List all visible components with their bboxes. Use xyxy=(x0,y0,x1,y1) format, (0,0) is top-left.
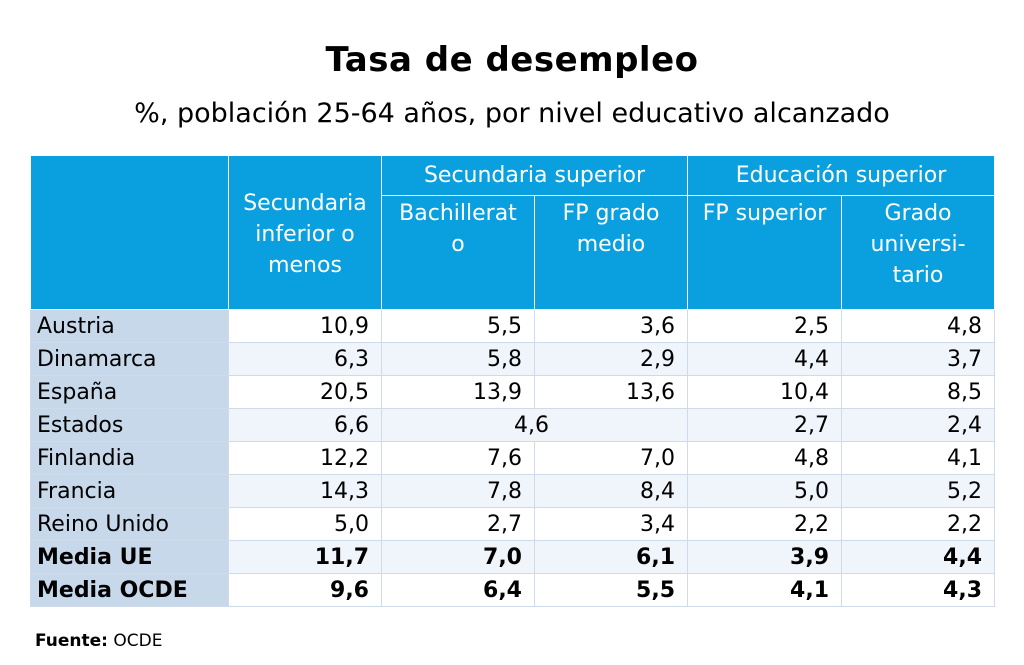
table-cell: 11,7 xyxy=(228,540,382,574)
table-cell: 6,6 xyxy=(228,408,382,442)
table-cell: 3,6 xyxy=(533,309,689,343)
table-row: Austria 10,9 5,5 3,6 2,5 4,8 xyxy=(30,309,996,343)
row-label: Reino Unido xyxy=(30,507,229,541)
table-cell: 3,9 xyxy=(687,540,843,574)
header-line: tario xyxy=(892,263,944,288)
table-cell: 2,2 xyxy=(687,507,843,541)
table-cell: 2,5 xyxy=(687,309,843,343)
table-cell: 5,5 xyxy=(533,573,689,607)
table-cell: 2,4 xyxy=(841,408,996,442)
table-row: España 20,5 13,9 13,6 10,4 8,5 xyxy=(30,375,996,409)
table-row: Dinamarca 6,3 5,8 2,9 4,4 3,7 xyxy=(30,342,996,376)
source-value: OCDE xyxy=(113,631,163,651)
table-row: Finlandia 12,2 7,6 7,0 4,8 4,1 xyxy=(30,441,996,475)
table-cell: 10,4 xyxy=(687,375,843,409)
table-cell: 5,0 xyxy=(687,474,843,508)
table-cell: 4,4 xyxy=(841,540,996,574)
table-row: Reino Unido 5,0 2,7 3,4 2,2 2,2 xyxy=(30,507,996,541)
table-cell: 14,3 xyxy=(228,474,382,508)
header-line: inferior o xyxy=(255,222,355,247)
row-label: Media OCDE xyxy=(30,573,229,607)
table-cell: 7,8 xyxy=(381,474,535,508)
header-line: menos xyxy=(268,253,342,278)
row-label: España xyxy=(30,375,229,409)
table-cell: 7,0 xyxy=(381,540,535,574)
data-table: Secundaria inferior o menos Secundaria s… xyxy=(30,155,996,607)
table-cell: 6,4 xyxy=(381,573,535,607)
header-line: FP superior xyxy=(702,201,827,226)
table-cell: 5,2 xyxy=(841,474,996,508)
table-cell: 2,2 xyxy=(841,507,996,541)
table-cell: 7,0 xyxy=(533,441,689,475)
table-cell: 2,7 xyxy=(381,507,535,541)
table-cell: 10,9 xyxy=(228,309,382,343)
row-label: Finlandia xyxy=(30,441,229,475)
chart-title: Tasa de desempleo xyxy=(325,40,699,80)
table-cell: 9,6 xyxy=(228,573,382,607)
source-label: Fuente: xyxy=(35,631,108,651)
table-cell: 4,1 xyxy=(841,441,996,475)
header-grado-universitario: Grado universi- tario xyxy=(841,195,996,310)
row-label: Dinamarca xyxy=(30,342,229,376)
table-cell: 3,7 xyxy=(841,342,996,376)
row-label: Media UE xyxy=(30,540,229,574)
table-row: Estados 6,6 4,6 2,7 2,4 xyxy=(30,408,996,442)
header-fp-superior: FP superior xyxy=(687,195,843,310)
row-label: Austria xyxy=(30,309,229,343)
table-cell: 6,3 xyxy=(228,342,382,376)
table-cell: 20,5 xyxy=(228,375,382,409)
table-cell: 13,9 xyxy=(381,375,535,409)
table-row: Francia 14,3 7,8 8,4 5,0 5,2 xyxy=(30,474,996,508)
table-row: Media UE 11,7 7,0 6,1 3,9 4,4 xyxy=(30,540,996,574)
header-line: FP grado xyxy=(562,201,660,226)
header-bachillerato: Bachillerat o xyxy=(381,195,535,310)
table-cell: 7,6 xyxy=(381,441,535,475)
header-line: Bachillerat xyxy=(399,201,517,226)
header-line: medio xyxy=(576,232,646,257)
table-cell: 5,8 xyxy=(381,342,535,376)
table-cell-merged: 4,6 xyxy=(380,408,689,442)
header-fp-grado-medio: FP grado medio xyxy=(533,195,689,310)
table-cell: 4,8 xyxy=(687,441,843,475)
header-corner xyxy=(30,155,229,310)
table-cell: 13,6 xyxy=(533,375,689,409)
row-label: Estados xyxy=(30,408,229,442)
table-cell: 3,4 xyxy=(533,507,689,541)
header-line: universi- xyxy=(870,232,966,257)
table-cell: 8,5 xyxy=(841,375,996,409)
table-cell: 4,1 xyxy=(687,573,843,607)
table-cell: 4,4 xyxy=(687,342,843,376)
table-row: Media OCDE 9,6 6,4 5,5 4,1 4,3 xyxy=(30,573,996,607)
table-cell: 12,2 xyxy=(228,441,382,475)
header-line: o xyxy=(451,232,465,257)
header-educacion-superior: Educación superior xyxy=(687,155,996,196)
header-line: Secundaria xyxy=(243,191,367,216)
header-line: Grado xyxy=(884,201,952,226)
table-cell: 4,3 xyxy=(841,573,996,607)
source-note: Fuente: OCDE xyxy=(35,631,162,651)
table-cell: 6,1 xyxy=(533,540,689,574)
table-cell: 5,5 xyxy=(381,309,535,343)
row-label: Francia xyxy=(30,474,229,508)
table-cell: 2,7 xyxy=(687,408,843,442)
table-cell: 5,0 xyxy=(228,507,382,541)
table-body: Austria 10,9 5,5 3,6 2,5 4,8 Dinamarca 6,3 5,8 2,… xyxy=(30,309,996,607)
table-cell: 2,9 xyxy=(533,342,689,376)
table-cell: 4,8 xyxy=(841,309,996,343)
header-secundaria-superior: Secundaria superior xyxy=(380,155,689,196)
header-secundaria-inferior: Secundaria inferior o menos xyxy=(228,155,382,310)
chart-subtitle: %, población 25-64 años, por nivel educa… xyxy=(134,98,890,129)
table-cell: 8,4 xyxy=(533,474,689,508)
